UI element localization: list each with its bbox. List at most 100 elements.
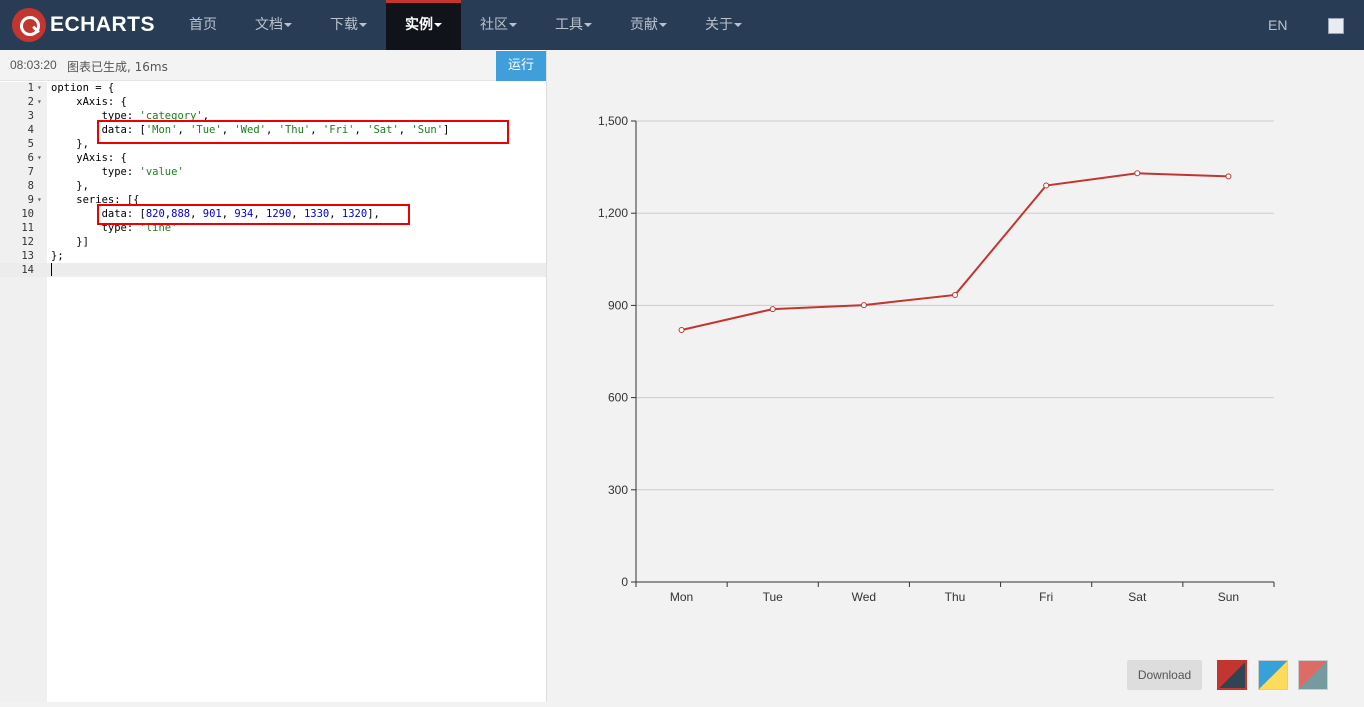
line-number: 3 bbox=[27, 110, 34, 122]
caret-down-icon bbox=[359, 23, 367, 27]
code-text: yAxis: { bbox=[51, 152, 127, 164]
nav-item-label: 实例 bbox=[405, 17, 433, 33]
code-line: 10 data: [820,888, 901, 934, 1290, 1330,… bbox=[0, 207, 546, 221]
caret-down-icon bbox=[734, 23, 742, 27]
logo-icon bbox=[12, 8, 46, 42]
logo-text: ECHARTS bbox=[50, 13, 156, 36]
nav-item-1[interactable]: 文档 bbox=[236, 0, 311, 50]
status-time: 08:03:20 bbox=[10, 58, 57, 72]
y-tick-label: 1,500 bbox=[598, 114, 628, 128]
line-number: 12 bbox=[21, 236, 34, 248]
line-number: 1 bbox=[27, 82, 34, 94]
code-line: 13}; bbox=[0, 249, 546, 263]
broken-image-icon[interactable] bbox=[1328, 18, 1344, 34]
line-number: 14 bbox=[21, 264, 34, 276]
x-tick-label: Mon bbox=[670, 590, 693, 604]
annotation-box-xaxis-data bbox=[97, 120, 509, 144]
data-point bbox=[1043, 182, 1050, 189]
data-point bbox=[678, 326, 685, 333]
line-number: 4 bbox=[27, 124, 34, 136]
x-tick-label: Tue bbox=[763, 590, 784, 604]
line-number: 11 bbox=[21, 222, 34, 234]
language-switch[interactable]: EN bbox=[1268, 17, 1288, 33]
code-line: 2 ▾ xAxis: { bbox=[0, 95, 546, 109]
chart-area: 0 300 600 900 1,200 1,500 Mon Tue Wed Thu Fri Sat Su… bbox=[548, 50, 1364, 702]
code-line: 8 }, bbox=[0, 179, 546, 193]
y-tick-label: 600 bbox=[608, 391, 628, 405]
code-line: 12 }] bbox=[0, 235, 546, 249]
caret-down-icon bbox=[584, 23, 592, 27]
line-number: 7 bbox=[27, 166, 34, 178]
run-button[interactable]: 运行 bbox=[496, 51, 546, 81]
code-text: }; bbox=[51, 250, 64, 262]
text-cursor bbox=[51, 263, 52, 276]
line-number: 8 bbox=[27, 180, 34, 192]
code-line: 11 type: 'line' bbox=[0, 221, 546, 235]
line-gutter bbox=[0, 82, 47, 702]
nav-item-6[interactable]: 贡献 bbox=[611, 0, 686, 50]
nav-item-5[interactable]: 工具 bbox=[536, 0, 611, 50]
data-point bbox=[1134, 170, 1141, 177]
x-tick-label: Sun bbox=[1218, 590, 1239, 604]
code-line: 6 ▾ yAxis: { bbox=[0, 151, 546, 165]
data-point bbox=[860, 302, 867, 309]
code-text: data: ['Mon', 'Tue', 'Wed', 'Thu', 'Fri'… bbox=[51, 124, 450, 136]
code-line: 14 bbox=[0, 263, 546, 277]
nav-item-label: 关于 bbox=[705, 17, 733, 33]
code-line: 7 type: 'value' bbox=[0, 165, 546, 179]
nav-item-2[interactable]: 下载 bbox=[311, 0, 386, 50]
top-navbar: ECHARTS 首页 文档 下载 实例 社区 工具 贡献 关于 EN bbox=[0, 0, 1364, 50]
y-tick-label: 300 bbox=[608, 483, 628, 497]
caret-down-icon bbox=[434, 23, 442, 27]
fold-arrow-icon[interactable]: ▾ bbox=[37, 153, 42, 162]
nav-item-3[interactable]: 实例 bbox=[386, 0, 461, 50]
theme-default-swatch[interactable] bbox=[1217, 660, 1247, 690]
nav-item-4[interactable]: 社区 bbox=[461, 0, 536, 50]
x-tick-label: Thu bbox=[945, 590, 966, 604]
code-text: xAxis: { bbox=[51, 96, 127, 108]
line-number: 5 bbox=[27, 138, 34, 150]
code-text: data: [820,888, 901, 934, 1290, 1330, 13… bbox=[51, 208, 380, 220]
code-text: option = { bbox=[51, 82, 115, 94]
fold-arrow-icon[interactable]: ▾ bbox=[37, 97, 42, 106]
theme-light-swatch[interactable] bbox=[1258, 660, 1288, 690]
code-text: }] bbox=[51, 236, 89, 248]
line-number: 9 bbox=[27, 194, 34, 206]
code-line: 9 ▾ series: [{ bbox=[0, 193, 546, 207]
nav-item-7[interactable]: 关于 bbox=[686, 0, 761, 50]
download-button[interactable]: Download bbox=[1127, 660, 1202, 690]
x-tick-label: Wed bbox=[852, 590, 876, 604]
fold-arrow-icon[interactable]: ▾ bbox=[37, 83, 42, 92]
nav-item-label: 首页 bbox=[189, 17, 217, 33]
code-line: 4 data: ['Mon', 'Tue', 'Wed', 'Thu', 'Fr… bbox=[0, 123, 546, 137]
code-line: 1 ▾ option = { bbox=[0, 81, 546, 95]
line-number: 2 bbox=[27, 96, 34, 108]
code-editor-panel: 08:03:20 图表已生成, 16ms 运行 1 ▾ option = {2 ▾ x… bbox=[0, 50, 547, 702]
series-line bbox=[681, 172, 1229, 331]
nav-item-label: 贡献 bbox=[630, 17, 658, 33]
y-tick-label: 900 bbox=[608, 298, 628, 312]
line-chart: 0 300 600 900 1,200 1,500 Mon Tue Wed Thu Fri Sat Su… bbox=[598, 114, 1275, 604]
data-point bbox=[952, 291, 958, 298]
caret-down-icon bbox=[284, 23, 292, 27]
nav-item-0[interactable]: 首页 bbox=[170, 0, 236, 50]
code-text: series: [{ bbox=[51, 194, 140, 206]
line-number: 6 bbox=[27, 152, 34, 164]
code-text: type: 'line' bbox=[51, 222, 178, 234]
code-line: 5 }, bbox=[0, 137, 546, 151]
code-text: }, bbox=[51, 180, 89, 192]
y-tick-label: 0 bbox=[621, 575, 628, 589]
nav-item-label: 工具 bbox=[555, 17, 583, 33]
code-text: type: 'category', bbox=[51, 110, 210, 122]
annotation-box-series-data bbox=[97, 204, 410, 225]
nav-item-label: 文档 bbox=[255, 17, 283, 33]
echarts-logo[interactable]: ECHARTS bbox=[12, 8, 155, 42]
data-point bbox=[769, 306, 776, 313]
fold-arrow-icon[interactable]: ▾ bbox=[37, 195, 42, 204]
x-tick-label: Fri bbox=[1039, 590, 1053, 604]
status-message: 图表已生成, 16ms bbox=[67, 60, 168, 74]
caret-down-icon bbox=[509, 23, 517, 27]
code-line: 3 type: 'category', bbox=[0, 109, 546, 123]
x-tick-label: Sat bbox=[1128, 590, 1147, 604]
theme-vintage-swatch[interactable] bbox=[1298, 660, 1328, 690]
